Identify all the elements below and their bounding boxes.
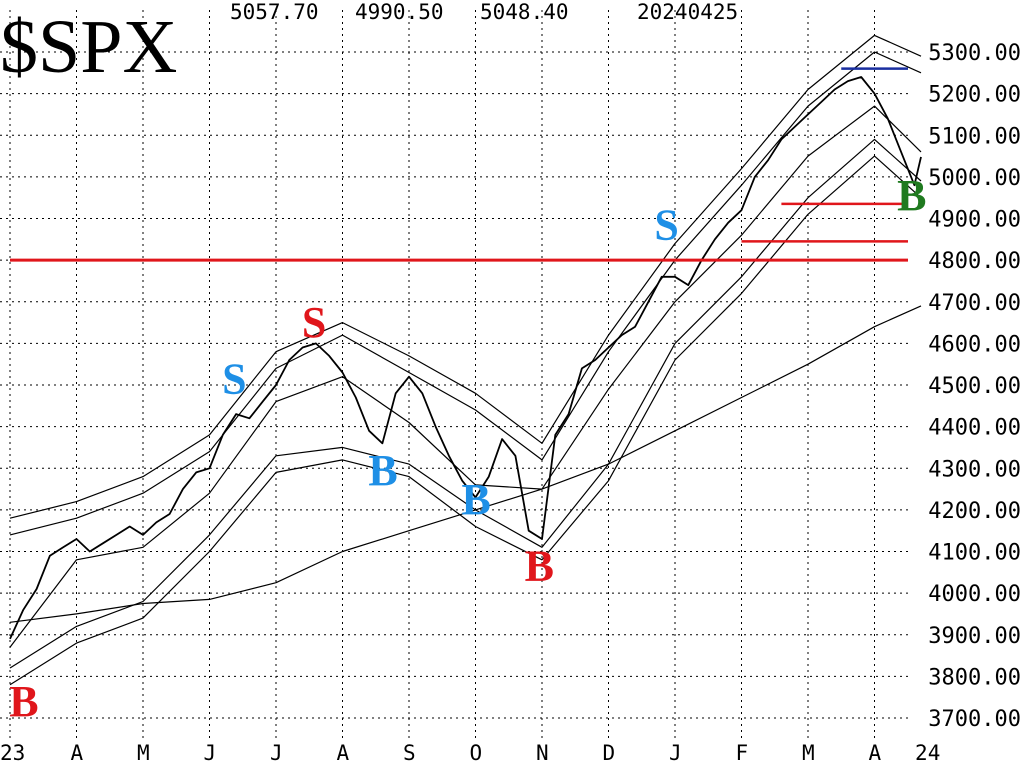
y-tick-label: 5100.00 [928,124,1021,149]
reference-lines-layer [10,67,908,262]
x-tick-label: M [802,741,815,765]
y-tick-label: 4500.00 [928,374,1021,399]
series-band_u2 [9,34,922,519]
y-tick-label: 4200.00 [928,499,1021,524]
x-tick-label: A [71,741,84,765]
y-tick-label: 5200.00 [928,83,1021,108]
x-tick-label: S [403,741,416,765]
header-low: 4990.50 [355,0,444,24]
y-tick-label: 4700.00 [928,291,1021,316]
series-price [9,76,922,640]
signal-s: S [654,200,678,249]
signal-b: B [897,171,926,220]
y-tick-label: 5300.00 [928,41,1021,66]
y-axis-labels: 5300.00 5200.00 5100.00 5000.00 4900.00 4800.… [928,41,1021,732]
series-layer [9,34,922,686]
y-tick-label: 3800.00 [928,665,1021,690]
x-tick-label: 23 [0,741,25,765]
grid-layer [0,10,908,738]
header-close: 5048.40 [480,0,569,24]
x-tick-label: O [470,741,483,765]
x-axis-labels: 23 A M J J A S O N D J F M A 24 [0,741,940,765]
x-tick-label: F [736,741,749,765]
y-tick-label: 4400.00 [928,416,1021,441]
x-tick-label: A [337,741,350,765]
signal-b: B [9,677,38,726]
chart-symbol: $SPX [0,5,177,89]
x-tick-label: J [669,741,682,765]
series-band_l2 [9,155,922,686]
y-tick-label: 4300.00 [928,457,1021,482]
header-high: 5057.70 [230,0,319,24]
signal-s: S [222,354,246,403]
y-tick-label: 4600.00 [928,332,1021,357]
y-tick-label: 4100.00 [928,541,1021,566]
y-tick-label: 4800.00 [928,249,1021,274]
x-tick-label: J [204,741,217,765]
series-band_u1 [9,51,922,536]
x-tick-label: M [137,741,150,765]
series-band_l1 [9,138,922,669]
y-tick-label: 3700.00 [928,707,1021,732]
signal-b: B [525,542,554,591]
signal-b: B [368,446,397,495]
y-tick-label: 4900.00 [928,208,1021,233]
y-tick-label: 3900.00 [928,624,1021,649]
header-date: 20240425 [637,0,738,24]
series-ma_long [9,305,922,623]
y-tick-label: 5000.00 [928,166,1021,191]
y-tick-label: 4000.00 [928,582,1021,607]
x-tick-label: J [270,741,283,765]
signal-b: B [462,475,491,524]
x-tick-label: N [536,741,549,765]
signal-s: S [302,298,326,347]
series-ma_mid [9,105,922,648]
x-tick-label: A [869,741,882,765]
x-tick-label: 24 [915,741,940,765]
x-tick-label: D [603,741,616,765]
